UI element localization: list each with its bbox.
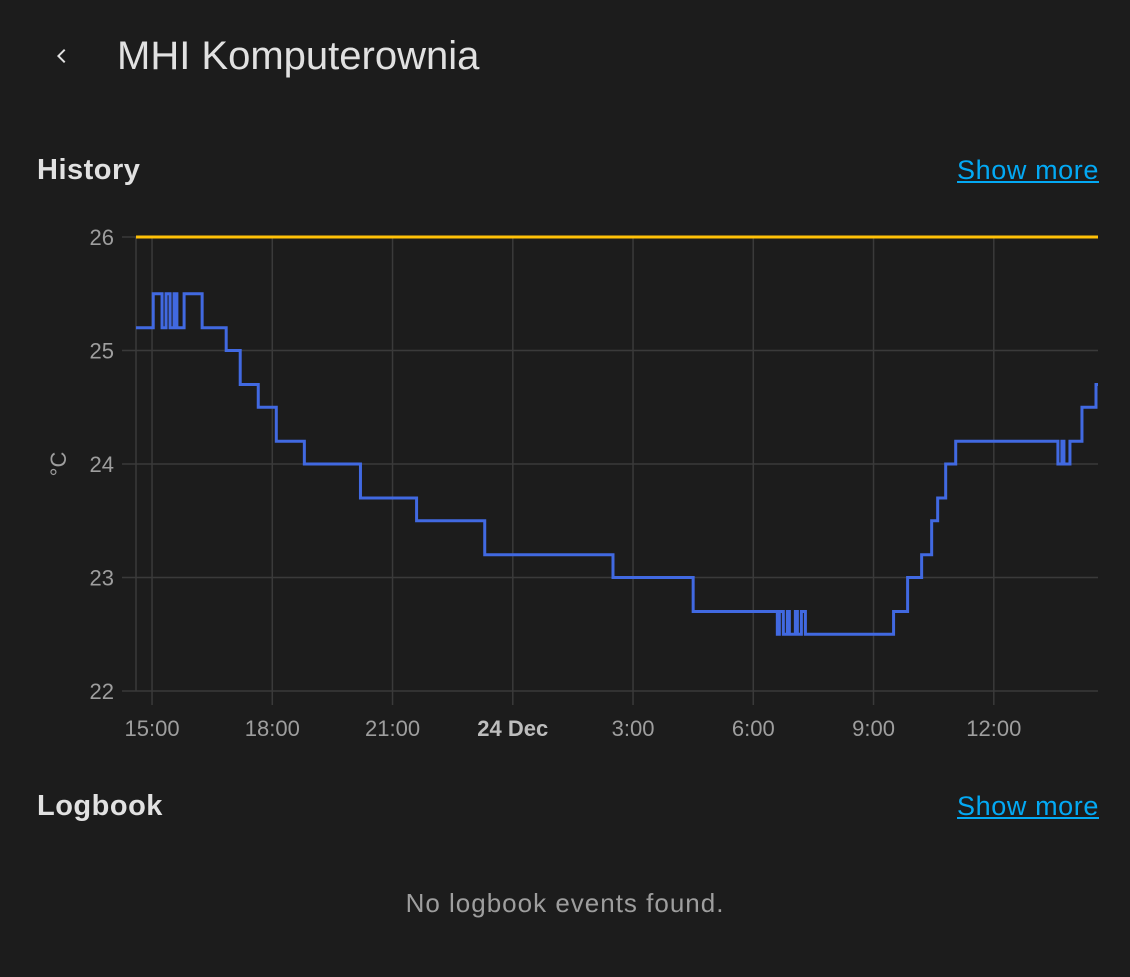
x-tick-label: 6:00 [732,716,775,741]
current-temperature-series-line [136,292,1098,636]
x-tick-label: 3:00 [612,716,655,741]
y-tick-label: 25 [90,339,114,364]
x-tick-label: 9:00 [852,716,895,741]
logbook-heading: Logbook [37,790,163,822]
history-chart-container: 22 23 24 25 26 15:00 18:00 21:00 24 Dec 3:00 6:00 9… [0,210,1130,750]
x-tick-label: 18:00 [245,716,300,741]
y-tick-label: 23 [90,566,114,591]
y-axis-label: °C [46,452,71,477]
x-tick-label: 24 Dec [477,716,548,741]
x-tick-label: 21:00 [365,716,420,741]
chevron-left-icon [57,49,66,63]
logbook-empty-message: No logbook events found. [405,888,725,918]
y-tick-label: 26 [90,225,114,250]
back-button[interactable] [38,32,86,80]
history-heading: History [37,154,141,186]
y-tick-label: 22 [90,679,114,704]
x-tick-label: 12:00 [966,716,1021,741]
dialog-header: MHI Komputerownia [0,0,1130,112]
history-chart[interactable]: 22 23 24 25 26 15:00 18:00 21:00 24 Dec 3:00 6:00 9… [0,210,1130,750]
x-tick-label: 15:00 [125,716,180,741]
history-show-more-link[interactable]: Show more [957,155,1099,185]
dialog-title: MHI Komputerownia [117,34,480,78]
y-tick-label: 24 [90,452,114,477]
logbook-show-more-link[interactable]: Show more [957,791,1099,821]
